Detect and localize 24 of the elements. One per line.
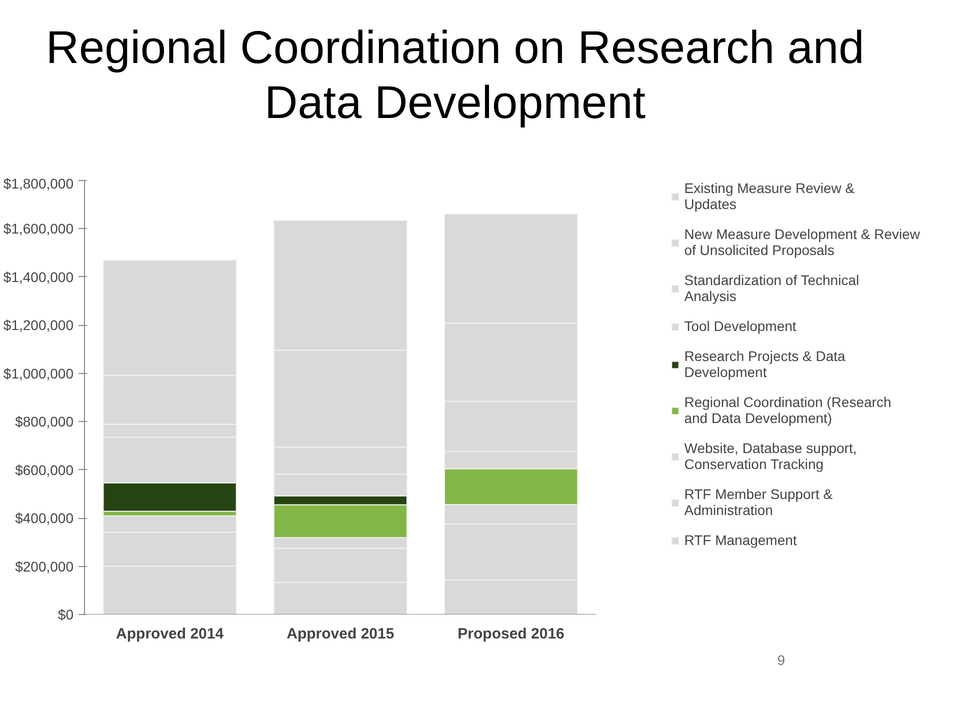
text: 9 <box>777 651 785 670</box>
y-tick-label: $1,400,000 <box>3 268 74 285</box>
y-tick-label: $400,000 <box>15 510 74 526</box>
x-tick-label: Proposed 2016 <box>458 626 564 642</box>
legend-label: Tool Development <box>684 318 796 334</box>
legend-label: RTF Management <box>684 532 797 548</box>
x-tick-label: Approved 2015 <box>286 626 394 642</box>
chart-title: Regional Coordination on Research and Data Development <box>45 20 865 130</box>
legend-label: Website, Database support, Conservation Tracking <box>684 440 857 472</box>
legend-label: Research Projects & Data Development <box>684 348 846 380</box>
legend-label: Standardization of Technical Analysis <box>684 272 860 304</box>
legend-label: Regional Coordination (Research and Data Development) <box>684 394 892 426</box>
y-tick-label: $600,000 <box>15 462 74 478</box>
y-tick-label: $1,200,000 <box>3 317 74 334</box>
x-tick-label: Approved 2014 <box>116 626 224 642</box>
y-tick-label: $1,800,000 <box>3 176 74 192</box>
y-tick-label: $1,600,000 <box>3 220 74 237</box>
y-tick-label: $800,000 <box>15 414 74 430</box>
y-tick-label: $0 <box>58 606 74 622</box>
y-tick-label: $200,000 <box>15 558 74 574</box>
y-tick-label: $1,000,000 <box>3 365 74 382</box>
legend-label: RTF Member Support & Administration <box>684 486 833 518</box>
legend-label: New Measure Development & Review of Unsolicited Proposals <box>684 226 920 258</box>
legend-label: Existing Measure Review & Updates <box>684 180 855 212</box>
